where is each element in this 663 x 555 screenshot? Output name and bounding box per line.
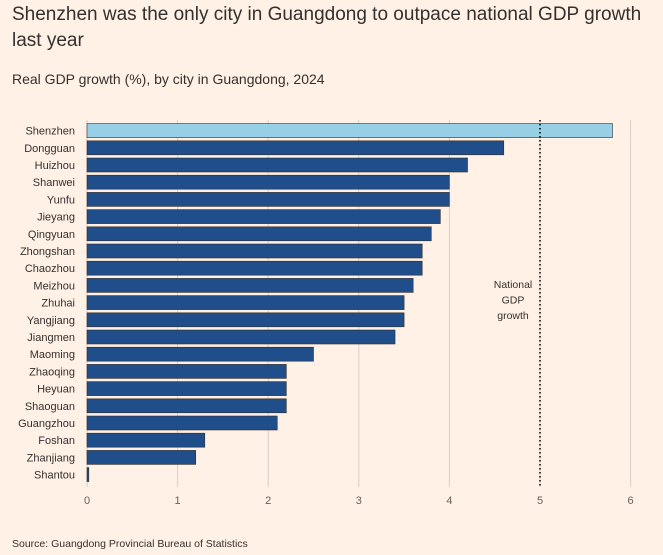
category-label-shenzhen: Shenzhen (25, 126, 75, 138)
bar-yunfu (86, 192, 450, 207)
x-tick-label: 6 (628, 495, 634, 507)
bar-jieyang (86, 209, 441, 224)
bar-zhongshan (86, 243, 423, 259)
x-tick-label: 4 (446, 495, 452, 507)
bar-shenzhen (86, 123, 613, 138)
x-tick-label: 1 (175, 495, 181, 507)
bars (86, 123, 613, 482)
bar-dongguan (86, 140, 505, 156)
category-label-heyuan: Heyuan (37, 384, 75, 396)
x-tick-label: 2 (265, 495, 271, 507)
bar-zhuhai (86, 295, 405, 310)
x-tick-label: 0 (84, 495, 90, 507)
x-tick-label: 3 (356, 495, 362, 507)
category-label-shaoguan: Shaoguan (25, 401, 75, 413)
reference-line-label-line: National (494, 279, 533, 291)
category-label-meizhou: Meizhou (33, 280, 75, 292)
category-label-yangjiang: Yangjiang (27, 315, 75, 327)
bar-maoming (86, 346, 314, 362)
category-label-guangzhou: Guangzhou (18, 418, 75, 430)
category-label-dongguan: Dongguan (24, 143, 75, 155)
reference-line-label-line: GDP (502, 295, 525, 307)
category-label-jieyang: Jieyang (37, 212, 75, 224)
bar-chaozhou (86, 260, 423, 276)
category-label-chaozhou: Chaozhou (25, 263, 75, 275)
bar-zhaoqing (86, 364, 287, 379)
category-label-shantou: Shantou (34, 470, 75, 482)
bar-foshan (86, 432, 206, 448)
bar-guangzhou (86, 415, 278, 431)
x-tick-label: 5 (537, 495, 543, 507)
category-label-yunfu: Yunfu (47, 194, 75, 206)
category-label-zhanjiang: Zhanjiang (27, 452, 75, 464)
reference-line-group: National GDP growth (494, 120, 541, 487)
category-label-maoming: Maoming (30, 349, 75, 361)
bar-meizhou (86, 278, 414, 293)
bar-shantou (86, 467, 90, 482)
reference-line-label-line: growth (497, 310, 529, 322)
bar-shanwei (86, 174, 450, 190)
bar-zhanjiang (86, 450, 197, 465)
category-label-huizhou: Huizhou (35, 160, 75, 172)
bar-huizhou (86, 157, 468, 173)
bar-shaoguan (86, 398, 287, 414)
category-label-zhaoqing: Zhaoqing (29, 366, 75, 378)
category-label-jiangmen: Jiangmen (27, 332, 75, 344)
category-label-qingyuan: Qingyuan (28, 229, 75, 241)
chart-subtitle: Real GDP growth (%), by city in Guangdon… (12, 71, 325, 87)
category-labels: Shenzhen Dongguan Huizhou Shanwei Yunfu Jieya… (18, 126, 75, 482)
x-tick-labels: 0 1 2 3 4 5 6 (84, 495, 634, 507)
reference-line-label: National GDP growth (494, 279, 533, 322)
bar-yangjiang (86, 312, 405, 328)
category-label-shanwei: Shanwei (33, 177, 75, 189)
chart-title: Shenzhen was the only city in Guangdong … (12, 4, 642, 51)
category-label-foshan: Foshan (38, 435, 75, 447)
category-label-zhuhai: Zhuhai (41, 298, 75, 310)
source-note: Source: Guangdong Provincial Bureau of S… (12, 538, 248, 550)
category-label-zhongshan: Zhongshan (20, 246, 75, 258)
bar-heyuan (86, 381, 287, 396)
bar-jiangmen (86, 329, 396, 345)
bar-qingyuan (86, 226, 432, 242)
bar-chart: Shenzhen Dongguan Huizhou Shanwei Yunfu Jieya… (18, 120, 634, 507)
